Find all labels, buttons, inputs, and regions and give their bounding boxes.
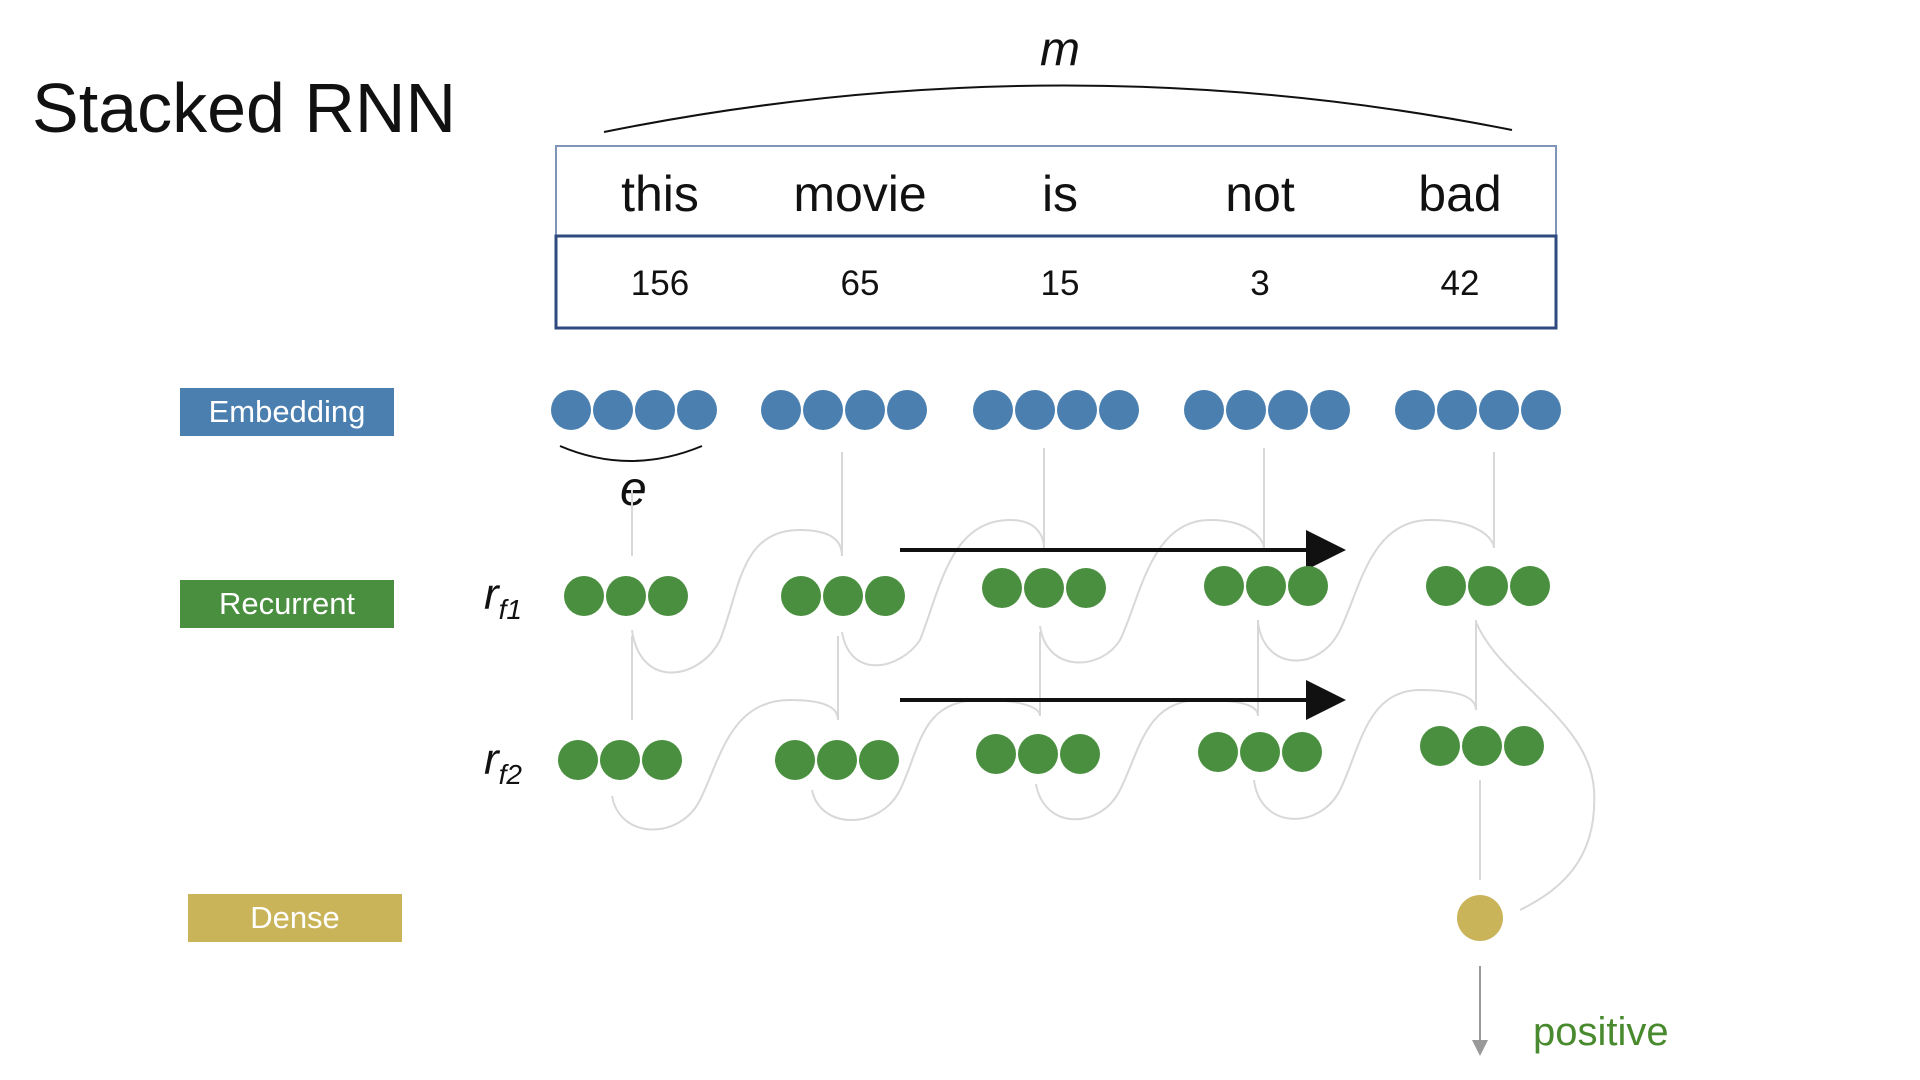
recurrent-node [1468, 566, 1508, 606]
embedding-node [1268, 390, 1308, 430]
recurrent-node [976, 734, 1016, 774]
embedding-node [1395, 390, 1435, 430]
recurrent-node [823, 576, 863, 616]
word-cell: bad [1418, 166, 1502, 222]
recurrent-node [1462, 726, 1502, 766]
recurrent-node [606, 576, 646, 616]
embedding-node [1184, 390, 1224, 430]
word-cell: movie [793, 166, 927, 222]
recurrent-node [1240, 732, 1280, 772]
embedding-node [845, 390, 885, 430]
rnn-layer-2-label: rf2 [484, 735, 522, 791]
rnn-label-base: r [484, 735, 499, 784]
recurrent-node [817, 740, 857, 780]
recurrent-node [1420, 726, 1460, 766]
recurrent-layer-2-nodes [558, 726, 1544, 780]
embedding-layer-label: Embedding [180, 388, 394, 436]
embedding-node [1521, 390, 1561, 430]
embedding-node [761, 390, 801, 430]
embedding-brace [559, 445, 703, 462]
embedding-node [1099, 390, 1139, 430]
embedding-node [1226, 390, 1266, 430]
recurrent-node [600, 740, 640, 780]
recurrent-node [982, 568, 1022, 608]
embedding-node [1310, 390, 1350, 430]
dense-node [1457, 895, 1503, 941]
recurrent-node [1288, 566, 1328, 606]
recurrent-node [775, 740, 815, 780]
recurrent-node [1426, 566, 1466, 606]
sequence-brace [603, 84, 1513, 133]
word-cell: not [1225, 166, 1295, 222]
recurrent-node [781, 576, 821, 616]
embedding-node [1015, 390, 1055, 430]
word-cell: is [1041, 166, 1079, 222]
id-cell: 42 [1440, 264, 1480, 303]
id-cell: 156 [630, 264, 690, 303]
id-cell: 65 [840, 264, 880, 303]
output-label: positive [1533, 1010, 1669, 1054]
embedding-nodes [551, 390, 1561, 430]
embedding-dim-label: e [620, 463, 647, 516]
embedding-node [973, 390, 1013, 430]
connection-lines [611, 448, 1596, 911]
ids-row-frame [554, 234, 1558, 330]
word-cell: this [621, 166, 699, 222]
recurrent-node [648, 576, 688, 616]
rnn-layer-1-label: rf1 [484, 570, 522, 626]
recurrent-node [1198, 732, 1238, 772]
recurrent-node [1504, 726, 1544, 766]
rnn-label-base: r [484, 570, 499, 619]
embedding-node [1437, 390, 1477, 430]
embedding-node [1479, 390, 1519, 430]
recurrent-node [1246, 566, 1286, 606]
recurrent-node [642, 740, 682, 780]
recurrent-node [1204, 566, 1244, 606]
embedding-node [803, 390, 843, 430]
page-title: Stacked RNN [32, 69, 457, 147]
embedding-node [551, 390, 591, 430]
recurrent-layer-1-nodes [564, 566, 1550, 616]
rnn-label-subscript: f1 [498, 593, 523, 625]
embedding-node [1057, 390, 1097, 430]
embedding-node [887, 390, 927, 430]
embedding-node [677, 390, 717, 430]
recurrent-node [1510, 566, 1550, 606]
embedding-node [635, 390, 675, 430]
sequence-length-label: m [1040, 23, 1080, 76]
recurrent-node [1066, 568, 1106, 608]
words-row-frame [555, 145, 1557, 237]
recurrent-node [1024, 568, 1064, 608]
recurrent-layer-label: Recurrent [180, 580, 394, 628]
recurrent-node [1060, 734, 1100, 774]
recurrent-node [558, 740, 598, 780]
embedding-node [593, 390, 633, 430]
recurrent-node [865, 576, 905, 616]
recurrent-node [859, 740, 899, 780]
recurrent-node [1018, 734, 1058, 774]
recurrent-node [564, 576, 604, 616]
rnn-label-subscript: f2 [498, 758, 523, 790]
id-cell: 3 [1250, 264, 1270, 303]
dense-layer-label: Dense [188, 894, 402, 942]
id-cell: 15 [1040, 264, 1080, 303]
recurrent-node [1282, 732, 1322, 772]
